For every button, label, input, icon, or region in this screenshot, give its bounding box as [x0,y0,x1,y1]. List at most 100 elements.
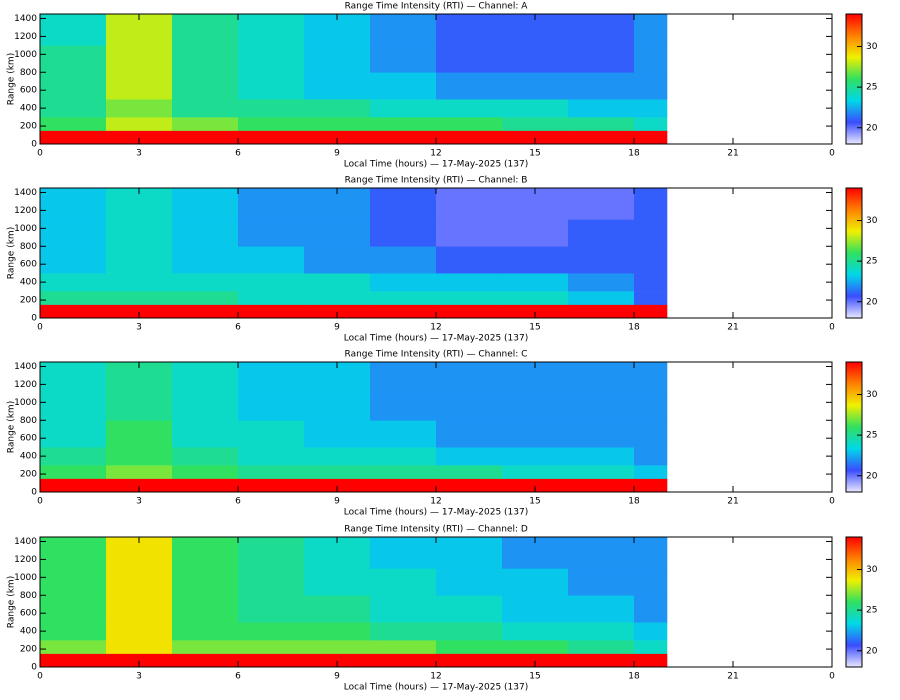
heat-cell [568,640,635,654]
heat-cell [634,420,668,448]
heat-cell [304,393,371,421]
x-tick-label: 0 [829,323,835,333]
heat-cell [238,478,305,493]
colorbar-tick-label: 20 [866,297,878,307]
y-tick-label: 200 [20,645,37,655]
y-axis-label: Range (km) [7,53,17,105]
heat-cell [40,14,107,46]
heat-cell [304,640,371,654]
heat-cell [40,117,107,131]
heat-cell [568,14,635,46]
y-tick-label: 1000 [14,50,37,60]
x-tick-label: 0 [37,672,43,682]
heat-cell [634,45,668,73]
heat-cell [436,246,503,274]
heat-cell [634,362,668,394]
heat-cell [172,273,239,292]
heat-cell [40,45,107,73]
heat-cell [436,653,503,668]
x-axis-label: Local Time (hours) — 17-May-2025 (137) [344,160,528,170]
heat-cell [370,246,437,274]
heat-cell [106,393,173,421]
heat-cell [634,447,668,466]
heat-cell [370,465,437,479]
heat-cell [40,653,107,668]
heat-cell [40,219,107,247]
heat-cell [238,595,305,623]
heat-cell [436,447,503,466]
heat-cell [40,291,107,305]
colorbar-tick-label: 20 [866,123,878,133]
heat-cell [634,219,668,247]
heat-cell [568,537,635,569]
heat-cell [40,130,107,145]
colorbar-tick-label: 30 [866,42,878,52]
heat-cell [436,478,503,493]
heat-cell [40,273,107,292]
heat-cell [238,304,305,319]
x-tick-label: 15 [529,149,540,159]
heat-cell [436,393,503,421]
heat-cell [436,362,503,394]
heat-cell [238,420,305,448]
heat-cell [304,420,371,448]
heat-cell [172,72,239,100]
heat-cell [370,188,437,220]
x-tick-label: 21 [727,149,738,159]
x-tick-label: 9 [334,149,340,159]
heat-cell [238,188,305,220]
heat-cell [238,45,305,73]
heat-cell [238,640,305,654]
heat-cell [568,362,635,394]
heat-cell [106,447,173,466]
heat-cell [172,653,239,668]
heat-cell [370,420,437,448]
heat-cell [370,304,437,319]
y-axis-label: Range (km) [7,576,17,628]
y-tick-label: 1200 [14,32,37,42]
heat-cell [304,72,371,100]
x-tick-label: 9 [334,323,340,333]
heat-cell [238,130,305,145]
heat-cell [370,99,437,118]
y-tick-label: 200 [20,470,37,480]
heat-cell [634,304,668,319]
chart-title: Range Time Intensity (RTI) — Channel: A [345,2,529,12]
heat-cell [40,568,107,596]
y-tick-label: 800 [20,242,37,252]
heat-cell [370,478,437,493]
x-tick-label: 18 [628,149,640,159]
heat-cell [436,465,503,479]
heat-cell [106,420,173,448]
heat-cell [370,219,437,247]
heat-cell [502,246,569,274]
colorbar [845,13,863,145]
heat-cell [568,478,635,493]
heat-cell [502,291,569,305]
heat-cell [172,219,239,247]
colorbar-tick-label: 25 [866,83,877,93]
heat-cell [634,273,668,292]
heat-cell [304,653,371,668]
heat-cell [370,447,437,466]
heat-cell [634,653,668,668]
y-axis-label: Range (km) [7,227,17,279]
heat-cell [238,362,305,394]
y-tick-label: 1000 [14,573,37,583]
colorbar-tick-label: 30 [866,390,878,400]
heat-cell [634,117,668,131]
heat-cell [172,447,239,466]
x-axis-label: Local Time (hours) — 17-May-2025 (137) [344,334,528,344]
y-tick-label: 400 [20,278,37,288]
heat-cell [370,14,437,46]
heat-cell [568,117,635,131]
heat-cell [436,622,503,641]
colorbar [845,187,863,319]
heat-cell [502,72,569,100]
x-tick-label: 12 [430,149,441,159]
x-tick-label: 9 [334,497,340,507]
x-tick-label: 3 [136,323,142,333]
heat-cell [238,568,305,596]
heat-cell [238,622,305,641]
heat-cell [106,595,173,623]
